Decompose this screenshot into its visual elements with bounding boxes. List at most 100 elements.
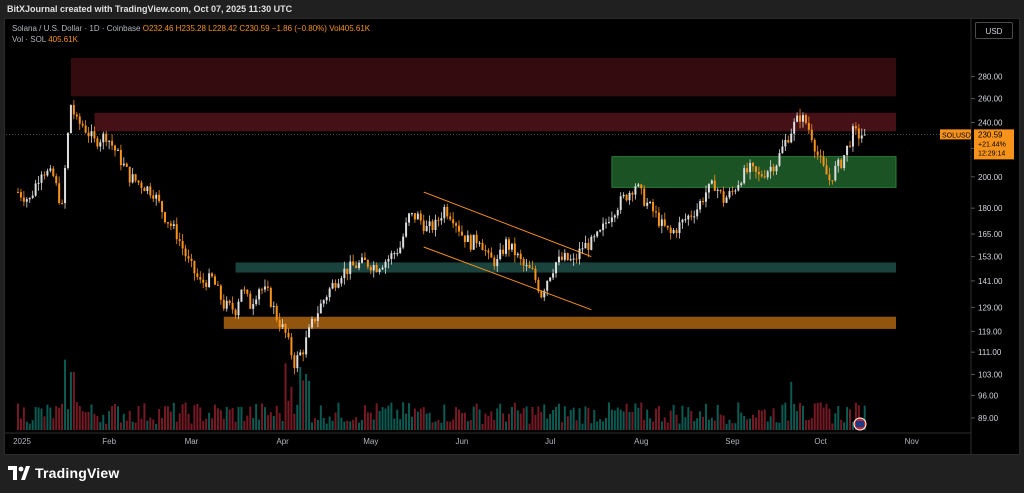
- candle-body[interactable]: [308, 327, 311, 338]
- candle-body[interactable]: [484, 249, 487, 251]
- candle-body[interactable]: [649, 202, 652, 204]
- candle-body[interactable]: [516, 253, 519, 256]
- candle-body[interactable]: [719, 189, 722, 192]
- candle-body[interactable]: [375, 265, 378, 272]
- candle-body[interactable]: [455, 223, 458, 226]
- candle-body[interactable]: [793, 121, 796, 134]
- candle-body[interactable]: [716, 189, 719, 191]
- candle-body[interactable]: [452, 219, 455, 224]
- candle-body[interactable]: [675, 230, 678, 233]
- candle-body[interactable]: [669, 227, 672, 233]
- candle-body[interactable]: [228, 300, 231, 303]
- candle-body[interactable]: [269, 287, 272, 307]
- candle-body[interactable]: [540, 291, 543, 298]
- candle-body[interactable]: [340, 278, 343, 284]
- candle-body[interactable]: [372, 265, 375, 271]
- candle-body[interactable]: [607, 222, 610, 224]
- candle-body[interactable]: [646, 202, 649, 206]
- candle-body[interactable]: [393, 253, 396, 255]
- top-resistance-zone[interactable]: [70, 57, 897, 97]
- candle-body[interactable]: [678, 222, 681, 233]
- candle-body[interactable]: [140, 182, 143, 188]
- candle-body[interactable]: [631, 192, 634, 195]
- candle-body[interactable]: [287, 332, 290, 338]
- candle-body[interactable]: [863, 134, 866, 136]
- candle-body[interactable]: [799, 115, 802, 122]
- candle-body[interactable]: [769, 166, 772, 172]
- currency-button[interactable]: USD: [975, 22, 1013, 39]
- candle-body[interactable]: [96, 138, 99, 147]
- candle-body[interactable]: [410, 213, 413, 215]
- candle-body[interactable]: [684, 219, 687, 221]
- candle-body[interactable]: [93, 131, 96, 139]
- candle-body[interactable]: [222, 299, 225, 309]
- candle-body[interactable]: [543, 290, 546, 298]
- candle-body[interactable]: [363, 257, 366, 261]
- candle-body[interactable]: [522, 259, 525, 266]
- channel-lower-line[interactable]: [423, 246, 592, 311]
- tradingview-logo[interactable]: TradingView: [8, 463, 119, 483]
- candle-body[interactable]: [528, 265, 531, 269]
- price-tag[interactable]: [974, 129, 1014, 160]
- candle-body[interactable]: [349, 261, 352, 274]
- candle-body[interactable]: [796, 115, 799, 122]
- candle-body[interactable]: [663, 219, 666, 226]
- candle-body[interactable]: [261, 289, 264, 291]
- candle-body[interactable]: [587, 242, 590, 250]
- candle-body[interactable]: [625, 194, 628, 201]
- candle-body[interactable]: [693, 216, 696, 218]
- candle-body[interactable]: [681, 219, 684, 223]
- candle-body[interactable]: [781, 146, 784, 154]
- candle-body[interactable]: [137, 180, 140, 183]
- candle-body[interactable]: [822, 156, 825, 166]
- candle-body[interactable]: [202, 279, 205, 283]
- candle-body[interactable]: [119, 149, 122, 166]
- candle-body[interactable]: [637, 184, 640, 187]
- candle-body[interactable]: [87, 132, 90, 137]
- candle-body[interactable]: [837, 159, 840, 166]
- candle-body[interactable]: [849, 145, 852, 147]
- candle-body[interactable]: [78, 116, 81, 124]
- candle-body[interactable]: [84, 125, 87, 133]
- candle-body[interactable]: [252, 304, 255, 309]
- candle-body[interactable]: [449, 216, 452, 220]
- candle-body[interactable]: [581, 248, 584, 250]
- candle-body[interactable]: [784, 139, 787, 147]
- candle-body[interactable]: [66, 133, 69, 169]
- candle-body[interactable]: [114, 145, 117, 151]
- candle-body[interactable]: [740, 183, 743, 186]
- candle-body[interactable]: [828, 174, 831, 181]
- candle-body[interactable]: [402, 236, 405, 248]
- candle-body[interactable]: [416, 213, 419, 220]
- candle-body[interactable]: [657, 212, 660, 226]
- candle-body[interactable]: [293, 355, 296, 369]
- candle-body[interactable]: [490, 252, 493, 258]
- candle-body[interactable]: [196, 273, 199, 277]
- candle-body[interactable]: [557, 256, 560, 263]
- candle-body[interactable]: [775, 165, 778, 172]
- candle-body[interactable]: [396, 253, 399, 255]
- candle-body[interactable]: [90, 131, 93, 137]
- candle-body[interactable]: [593, 236, 596, 238]
- candle-body[interactable]: [605, 222, 607, 224]
- candle-body[interactable]: [102, 133, 105, 143]
- candle-body[interactable]: [255, 299, 258, 305]
- candle-body[interactable]: [152, 195, 155, 199]
- candle-body[interactable]: [840, 159, 843, 169]
- candle-body[interactable]: [654, 211, 657, 213]
- candle-body[interactable]: [69, 105, 72, 134]
- candle-body[interactable]: [825, 165, 828, 175]
- candle-body[interactable]: [81, 123, 84, 126]
- candle-body[interactable]: [672, 230, 675, 233]
- candle-body[interactable]: [475, 234, 478, 244]
- candle-body[interactable]: [493, 257, 496, 267]
- candle-body[interactable]: [634, 186, 637, 195]
- candle-body[interactable]: [628, 192, 631, 201]
- candle-body[interactable]: [428, 221, 431, 227]
- candle-body[interactable]: [213, 276, 216, 285]
- candle-body[interactable]: [752, 162, 754, 167]
- support-zone-orange[interactable]: [223, 316, 897, 329]
- candle-body[interactable]: [17, 192, 19, 194]
- candle-body[interactable]: [366, 260, 369, 267]
- candle-body[interactable]: [440, 218, 443, 221]
